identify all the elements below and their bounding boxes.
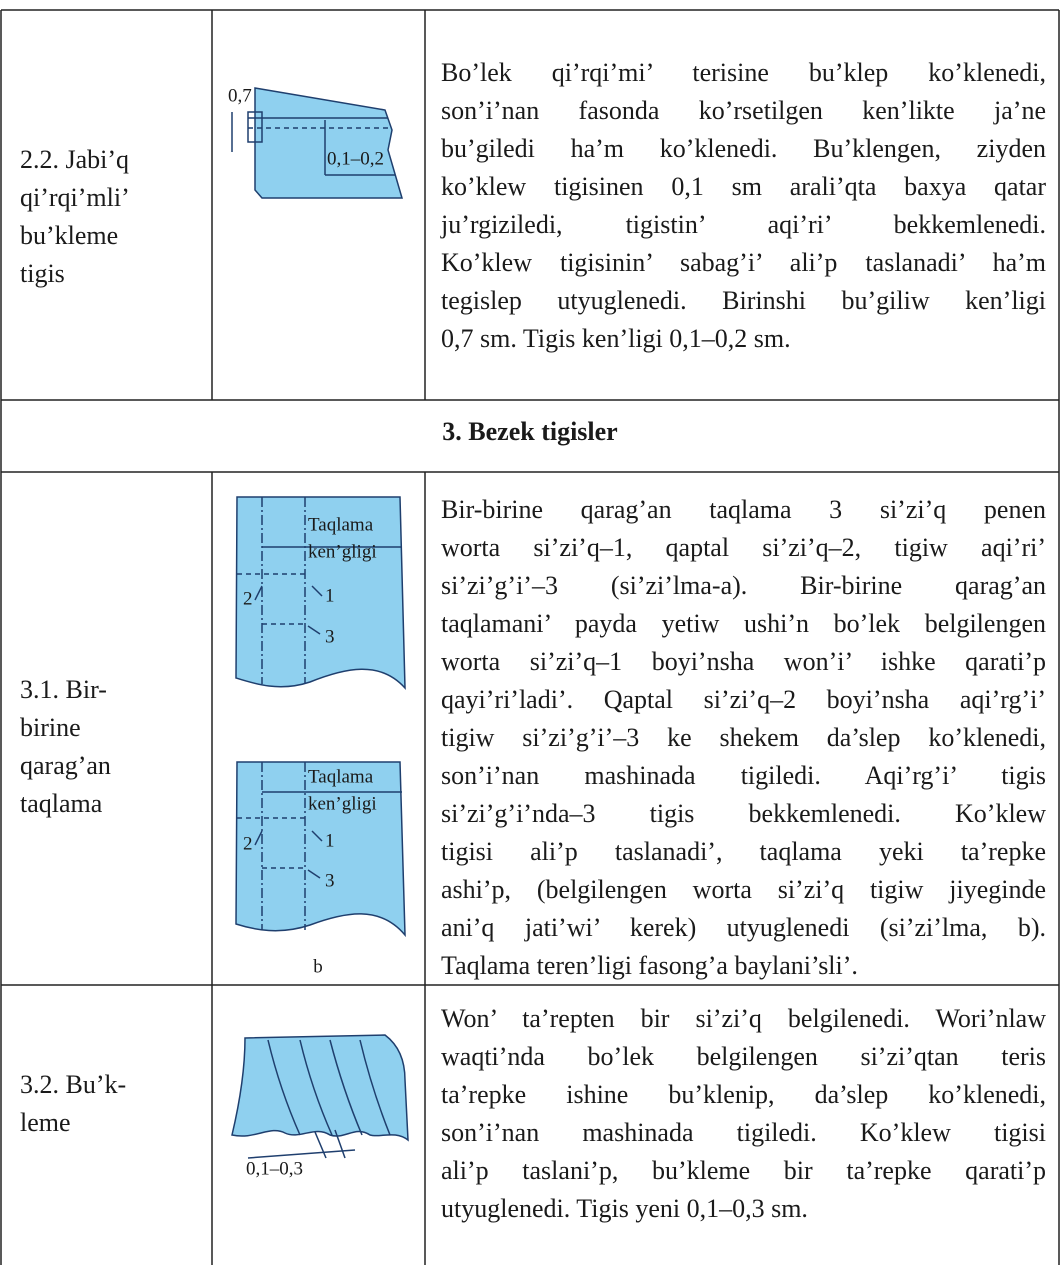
description-line: tigisi ali’p taslanadi’, taqlama yeki ta… [441, 837, 1046, 866]
description-line: ali’p taslani’p, bu’kleme bir ta’repke q… [441, 1156, 1046, 1185]
description-line: si’zi’g’i’–3 (si’zi’lma-a). Bir-birine q… [441, 571, 1046, 600]
figure-label: 0,1–0,3 [246, 1158, 303, 1179]
description-line: utyuglenedi. Tigis yeni 0,1–0,3 sm. [441, 1194, 808, 1223]
figure-label: 2 [243, 833, 253, 854]
figure-label: b [313, 956, 323, 977]
row-name: tigis [20, 259, 65, 288]
description-line: ju’rgiziledi, tigistin’ aqi’ri’ bekkemle… [441, 210, 1046, 239]
row-name: bu’kleme [20, 221, 119, 250]
description-line: ta’repke ishine bu’klenip, da’slep ko’kl… [441, 1080, 1046, 1109]
description-line: Taqlama teren’ligi fasong’a baylani’sli’… [441, 951, 858, 980]
description-line: son’i’nan fasonda ko’rsetilgen ken’likte… [441, 96, 1046, 125]
row-name: 3.2. Bu’k- [20, 1070, 127, 1099]
figure-label: 1 [325, 830, 335, 851]
row-name: birine [20, 713, 81, 742]
description-line: worta si’zi’q–1, qaptal si’zi’q–2, tigiw… [441, 533, 1046, 562]
description-line: son’i’nan mashinada tigiledi. Ko’klew ti… [441, 1118, 1046, 1147]
row-name: qi’rqi’mli’ [20, 183, 130, 212]
figure-label: 3 [325, 626, 335, 647]
row-name: qarag’an [20, 751, 111, 780]
description-line: ko’klew tigisinen 0,1 sm arali’qta baxya… [441, 172, 1046, 201]
figure-label: 0,1–0,2 [327, 148, 384, 169]
description-line: waqti’nda bo’lek belgilengen si’zi’qtan … [441, 1042, 1046, 1071]
description-line: tigiw si’zi’g’i’–3 ke shekem da’slep ko’… [441, 723, 1046, 752]
description-line: 0,7 sm. Tigis ken’ligi 0,1–0,2 sm. [441, 324, 791, 353]
figure-label: 3 [325, 870, 335, 891]
description-line: Bo’lek qi’rqi’mi’ terisine bu’klep ko’kl… [441, 58, 1046, 87]
row-name: taqlama [20, 789, 103, 818]
figure-label: 2 [243, 588, 253, 609]
description-line: taqlamani’ payda yetiw ushi’n bo’lek bel… [441, 609, 1046, 638]
figure-label: Taqlama [308, 766, 374, 787]
description-line: Ko’klew tigisinin’ sabag’i’ ali’p taslan… [441, 248, 1046, 277]
description-line: ani’q jati’wi’ kerek) utyuglenedi (si’zi… [441, 913, 1046, 942]
figure-label: 1 [325, 585, 335, 606]
description-line: qayi’ri’ladi’. Qaptal si’zi’q–2 boyi’nsh… [441, 685, 1046, 714]
description-line: Bir-birine qarag’an taqlama 3 si’zi’q pe… [441, 495, 1046, 524]
description-line: ashi’p, (belgilengen worta si’zi’q tigiw… [441, 875, 1046, 904]
figure-label: ken’gligi [308, 541, 377, 562]
description-line: Won’ ta’repten bir si’zi’q belgilenedi. … [441, 1004, 1046, 1033]
description-line: tegislep utyuglenedi. Birinshi bu’giliw … [441, 286, 1046, 315]
row-name: 3.1. Bir- [20, 675, 107, 704]
description-line: son’i’nan mashinada tigiledi. Aqi’rg’i’ … [441, 761, 1046, 790]
row-name: leme [20, 1108, 71, 1137]
description-line: si’zi’g’i’nda–3 tigis bekkemlenedi. Ko’k… [441, 799, 1046, 828]
figure-label: ken’gligi [308, 793, 377, 814]
description-line: bu’giledi ha’m ko’klenedi. Bu’klengen, z… [441, 134, 1046, 163]
section-title: 3. Bezek tigisler [442, 417, 618, 446]
figure-label: Taqlama [308, 514, 374, 535]
figure-label: 0,7 [228, 85, 252, 106]
row-name: 2.2. Jabi’q [20, 145, 130, 174]
description-line: worta si’zi’q–1 boyi’nsha won’i’ ishke q… [441, 647, 1046, 676]
